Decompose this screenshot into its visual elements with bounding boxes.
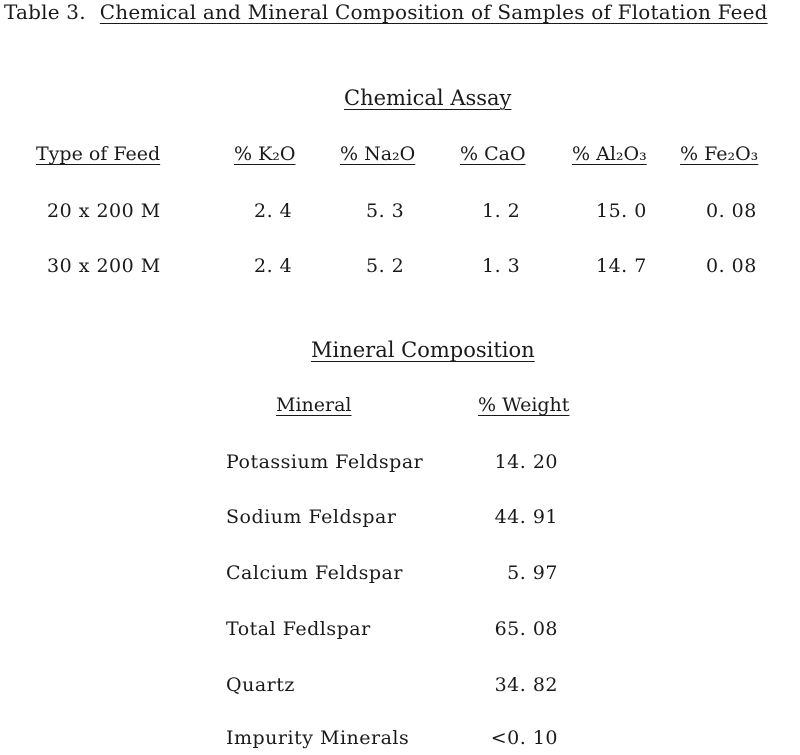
header-weight: % Weight — [478, 394, 570, 416]
assay-row-2-feed: 30 x 200 M — [47, 255, 161, 277]
assay-row-1-fe2o3: 0. 08 — [706, 200, 757, 222]
mineral-row-2-name: Sodium Feldspar — [226, 506, 397, 528]
mineral-row-3-weight: 5. 97 — [507, 562, 558, 584]
mineral-row-2-weight: 44. 91 — [494, 506, 558, 528]
assay-row-2-cao: 1. 3 — [482, 255, 521, 277]
header-type-of-feed: Type of Feed — [36, 143, 161, 165]
assay-row-2-k2o: 2. 4 — [254, 255, 293, 277]
mineral-row-3-name: Calcium Feldspar — [226, 562, 403, 584]
assay-row-1-cao: 1. 2 — [482, 200, 521, 222]
assay-row-1-al2o3: 15. 0 — [596, 200, 647, 222]
assay-row-1-feed: 20 x 200 M — [47, 200, 161, 222]
mineral-row-1-name: Potassium Feldspar — [226, 451, 424, 473]
assay-row-1-k2o: 2. 4 — [254, 200, 293, 222]
mineral-row-4-name: Total Fedlspar — [226, 618, 371, 640]
table-caption: Table 3. Chemical and Mineral Composition… — [4, 0, 768, 24]
mineral-row-6-weight: <0. 10 — [490, 727, 558, 749]
header-al2o3: % Al₂O₃ — [572, 143, 647, 165]
header-na2o: % Na₂O — [340, 143, 416, 165]
header-fe2o3: % Fe₂O₃ — [680, 143, 759, 165]
header-mineral: Mineral — [276, 394, 352, 416]
header-cao: % CaO — [460, 143, 526, 165]
assay-row-1-na2o: 5. 3 — [366, 200, 405, 222]
mineral-row-6-name: Impurity Minerals — [226, 727, 410, 749]
mineral-row-5-name: Quartz — [226, 674, 295, 696]
table-label: Table 3. — [4, 0, 86, 24]
table-title: Chemical and Mineral Composition of Samp… — [99, 0, 768, 24]
chemical-assay-title: Chemical Assay — [344, 86, 512, 110]
header-k2o: % K₂O — [234, 143, 296, 165]
assay-row-2-fe2o3: 0. 08 — [706, 255, 757, 277]
assay-row-2-na2o: 5. 2 — [366, 255, 405, 277]
assay-row-2-al2o3: 14. 7 — [596, 255, 647, 277]
mineral-row-5-weight: 34. 82 — [494, 674, 558, 696]
mineral-composition-title: Mineral Composition — [311, 338, 535, 362]
mineral-row-4-weight: 65. 08 — [494, 618, 558, 640]
mineral-row-1-weight: 14. 20 — [494, 451, 558, 473]
